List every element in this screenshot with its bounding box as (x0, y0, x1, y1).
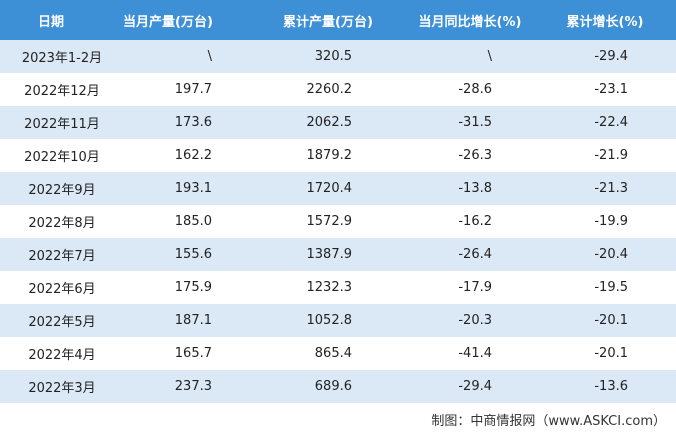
table-row: 2022年9月 193.1 1720.4 -13.8 -21.3 (0, 172, 676, 205)
footer-note: 制图：中商情报网（www.ASKCI.com） (431, 414, 666, 429)
table-cell: 2022年3月 (28, 381, 96, 396)
table-cell: 2022年5月 (28, 315, 96, 330)
table-row: 2022年6月 175.9 1232.3 -17.9 -19.5 (0, 271, 676, 304)
table-row: 2022年7月 155.6 1387.9 -26.4 -20.4 (0, 238, 676, 271)
table-cell: \ (207, 49, 212, 64)
table-cell: 689.6 (314, 379, 352, 394)
table-cell: -20.3 (458, 313, 492, 328)
table-cell: -26.3 (458, 148, 492, 163)
table-cell: 173.6 (174, 115, 212, 130)
table-cell: \ (487, 49, 492, 64)
table-cell: 2022年9月 (28, 183, 96, 198)
header-cell: 当月产量(万台) (123, 14, 213, 30)
table-cell: 1879.2 (306, 148, 353, 163)
table-cell: 165.7 (174, 346, 212, 361)
table-cell: 185.0 (174, 214, 212, 229)
table-cell: -23.1 (594, 82, 628, 97)
table-row: 2022年12月 197.7 2260.2 -28.6 -23.1 (0, 73, 676, 106)
table-row: 2022年10月 162.2 1879.2 -26.3 -21.9 (0, 139, 676, 172)
table-cell: -28.6 (458, 82, 492, 97)
table-row: 2022年3月 237.3 689.6 -29.4 -13.6 (0, 370, 676, 403)
table-cell: -21.9 (594, 148, 628, 163)
header-cell: 日期 (38, 14, 65, 30)
table-cell: -19.9 (594, 214, 628, 229)
table-cell: 162.2 (174, 148, 212, 163)
table-cell: -29.4 (594, 49, 628, 64)
table-cell: -41.4 (458, 346, 492, 361)
table-cell: 1052.8 (306, 313, 353, 328)
table-cell: 187.1 (174, 313, 212, 328)
table-cell: -17.9 (458, 280, 492, 295)
table-cell: -26.4 (458, 247, 492, 262)
header-row: 日期 当月产量(万台) 累计产量(万台) 当月同比增长(%) 累计增长(%) (0, 0, 676, 40)
table-row: 2022年5月 187.1 1052.8 -20.3 -20.1 (0, 304, 676, 337)
table-cell: -20.4 (594, 247, 628, 262)
table-cell: 2260.2 (306, 82, 353, 97)
table-cell: 155.6 (174, 247, 212, 262)
table-row: 2023年1-2月 \ 320.5 \ -29.4 (0, 40, 676, 73)
table-cell: 1387.9 (306, 247, 353, 262)
table-cell: -16.2 (458, 214, 492, 229)
table-cell: 2022年7月 (28, 249, 96, 264)
table-row: 2022年4月 165.7 865.4 -41.4 -20.1 (0, 337, 676, 370)
table-cell: -31.5 (458, 115, 492, 130)
table-cell: 2023年1-2月 (21, 51, 103, 66)
header-cell: 当月同比增长(%) (418, 14, 522, 30)
table-cell: -20.1 (594, 346, 628, 361)
header-cell: 累计产量(万台) (283, 14, 373, 30)
table-cell: 193.1 (174, 181, 212, 196)
table-cell: 1232.3 (306, 280, 353, 295)
table-cell: 237.3 (174, 379, 212, 394)
table-cell: -19.5 (594, 280, 628, 295)
table-cell: 2022年11月 (24, 117, 100, 132)
table-cell: 865.4 (314, 346, 352, 361)
table-cell: -29.4 (458, 379, 492, 394)
table-cell: -13.6 (594, 379, 628, 394)
table-cell: -20.1 (594, 313, 628, 328)
table-row: 2022年8月 185.0 1572.9 -16.2 -19.9 (0, 205, 676, 238)
header-cell: 累计增长(%) (566, 14, 644, 30)
table-cell: 2022年12月 (24, 84, 100, 99)
table-row: 2022年11月 173.6 2062.5 -31.5 -22.4 (0, 106, 676, 139)
table-cell: -21.3 (594, 181, 628, 196)
table-cell: 320.5 (314, 49, 352, 64)
table-cell: 2022年4月 (28, 348, 96, 363)
table-cell: 2062.5 (306, 115, 353, 130)
table-cell: 2022年6月 (28, 282, 96, 297)
table-cell: -13.8 (458, 181, 492, 196)
table-cell: 175.9 (174, 280, 212, 295)
table-cell: 2022年10月 (24, 150, 100, 165)
table-cell: 2022年8月 (28, 216, 96, 231)
table-cell: 197.7 (174, 82, 212, 97)
table-cell: -22.4 (594, 115, 628, 130)
table-cell: 1720.4 (306, 181, 353, 196)
table-cell: 1572.9 (306, 214, 353, 229)
